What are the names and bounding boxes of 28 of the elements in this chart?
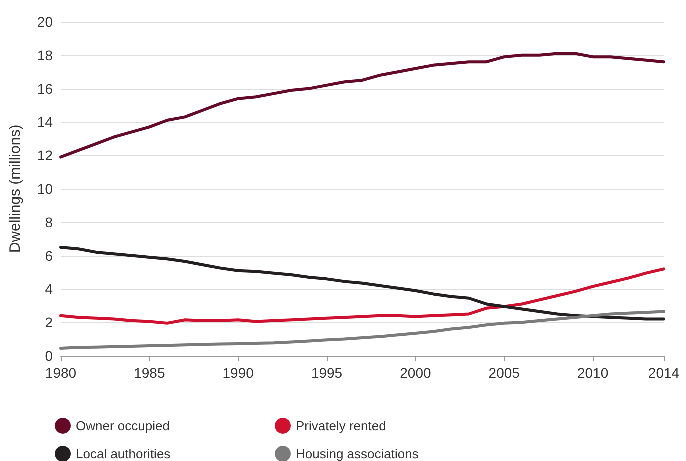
- y-tick-label: 10: [37, 181, 54, 197]
- legend-label: Housing associations: [296, 446, 420, 461]
- line-series: [60, 268, 666, 325]
- x-tick-label: 1995: [311, 365, 343, 381]
- line-series: [60, 52, 666, 159]
- y-tick-label: 8: [45, 214, 54, 230]
- legend-label: Privately rented: [296, 418, 386, 434]
- x-tick-label: 1990: [222, 365, 254, 381]
- y-tick-label: 4: [45, 281, 54, 298]
- y-tick-label: 0: [45, 348, 54, 364]
- x-tick-label: 2014: [648, 365, 680, 381]
- x-tick-label: 2005: [488, 365, 520, 381]
- y-tick-label: 14: [37, 114, 54, 130]
- x-tick-label: 2000: [400, 365, 432, 381]
- x-tick-label: 2010: [577, 365, 609, 381]
- y-axis-title: Dwellings (millions): [7, 124, 24, 254]
- y-tick-label: 16: [37, 80, 54, 97]
- legend-label: Local authorities: [76, 446, 172, 461]
- y-tick-label: 20: [37, 14, 54, 30]
- y-tick-label: 2: [45, 314, 54, 331]
- line-series: [60, 310, 666, 350]
- x-tick-label: 1985: [134, 365, 166, 381]
- y-tick-label: 12: [37, 148, 54, 164]
- y-tick-label: 18: [37, 47, 54, 64]
- x-tick-label: 1980: [45, 365, 77, 381]
- y-tick-label: 6: [45, 248, 54, 264]
- legend-label: Owner occupied: [76, 418, 170, 434]
- line-series: [60, 246, 666, 321]
